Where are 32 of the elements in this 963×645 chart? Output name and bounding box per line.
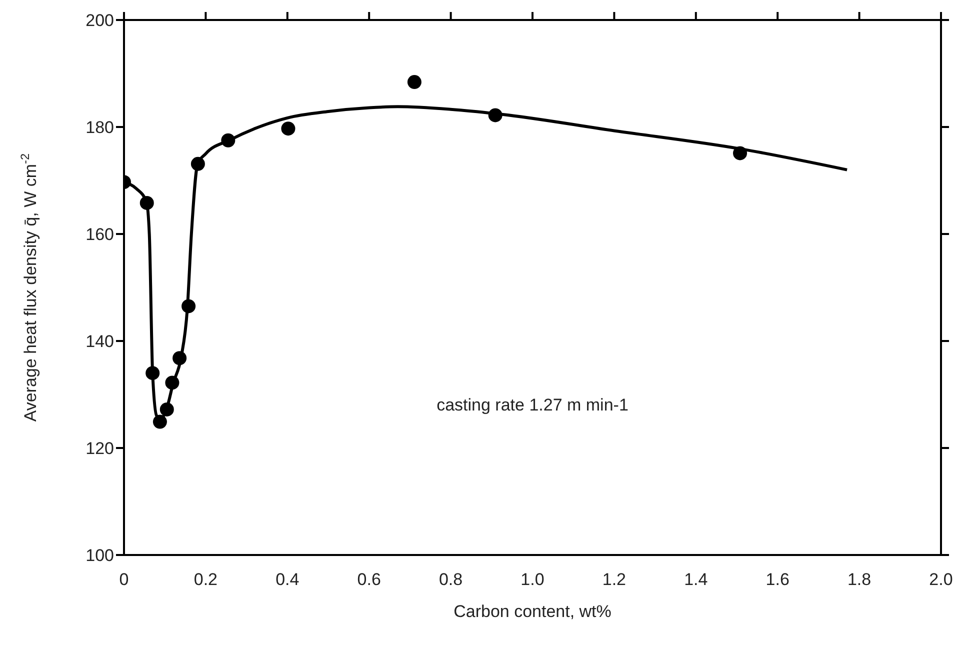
y-tick-label: 200 — [86, 11, 114, 30]
point — [488, 108, 502, 122]
x-tick-label: 1.0 — [520, 570, 544, 589]
x-tick-label: 1.2 — [602, 570, 626, 589]
x-tick-label: 0.2 — [194, 570, 218, 589]
x-tick-label: 0 — [119, 570, 129, 589]
x-tick-label: 1.4 — [684, 570, 708, 589]
x-tick-label: 1.6 — [766, 570, 790, 589]
point — [140, 196, 154, 210]
x-tick-label: 0.8 — [438, 570, 463, 589]
point — [190, 156, 205, 171]
x-tick-label: 2.0 — [929, 570, 953, 589]
x-tick-label: 1.8 — [847, 570, 872, 589]
y-tick-label: 160 — [86, 225, 114, 244]
point — [152, 414, 167, 429]
point — [182, 299, 196, 314]
y-tick-label: 100 — [86, 546, 114, 566]
point — [281, 122, 296, 136]
point — [172, 351, 187, 366]
point — [160, 402, 174, 416]
x-tick-label: 0.4 — [276, 570, 300, 589]
y-tick-label: 120 — [86, 439, 114, 458]
annotation: casting rate 1.27 m min-1 — [436, 396, 628, 415]
point — [407, 75, 422, 90]
point — [221, 133, 236, 148]
y-tick-label: 140 — [86, 332, 114, 352]
point — [733, 146, 748, 160]
x-tick-label: 0.6 — [357, 570, 381, 589]
point — [165, 376, 180, 390]
y-tick-label: 180 — [86, 118, 114, 138]
point — [146, 366, 160, 380]
x-axis-title: Carbon content, wt% — [454, 602, 612, 621]
